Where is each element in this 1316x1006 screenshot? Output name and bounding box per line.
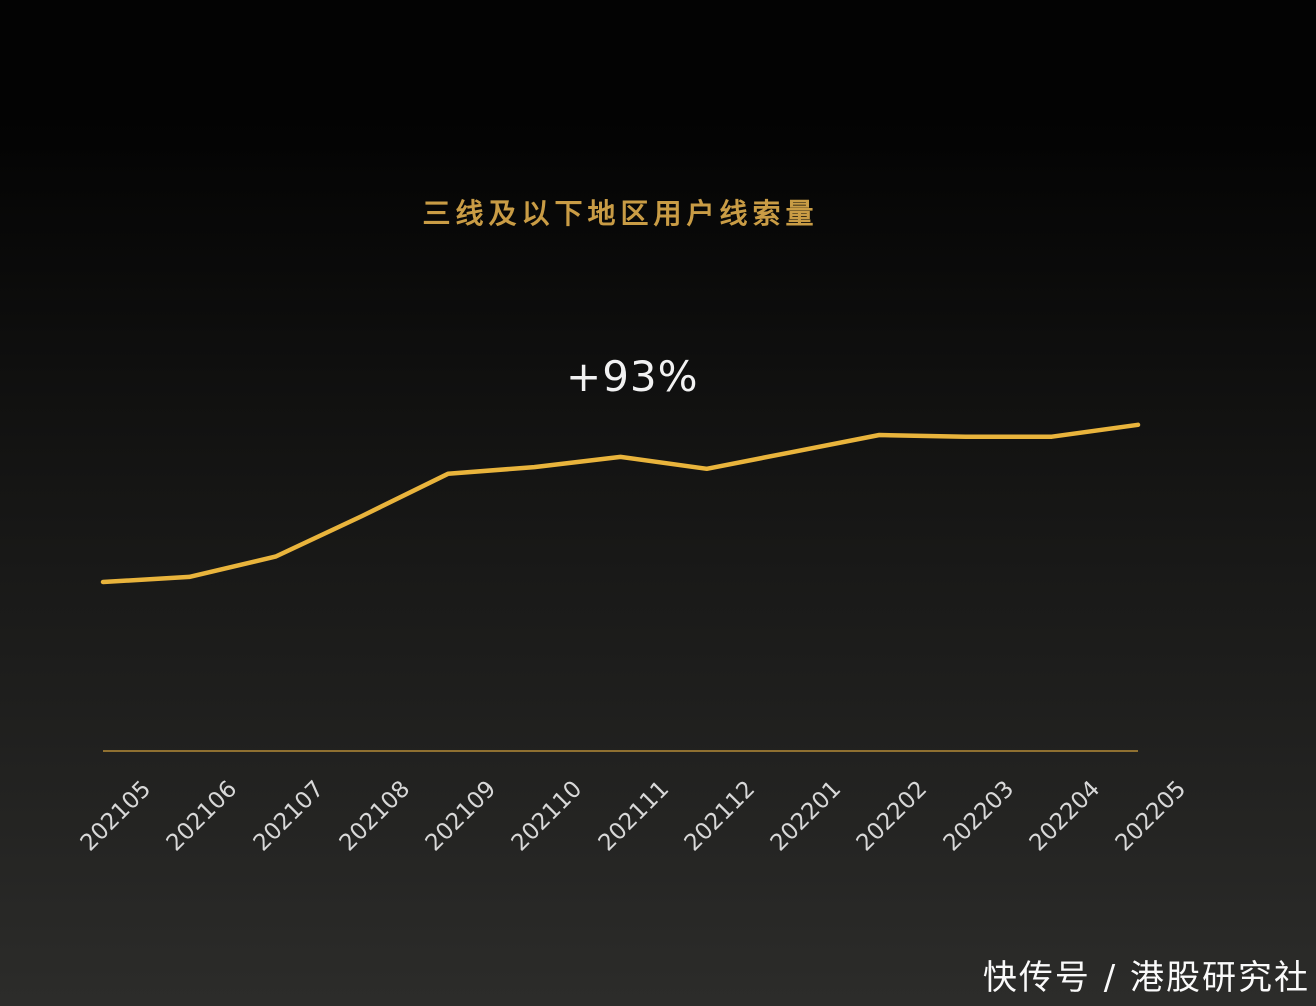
chart-title: 三线及以下地区用户线索量 [422,197,819,230]
trend-line [100,422,1141,585]
watermark: 快传号 / 港股研究社 [982,958,1310,998]
growth-annotation: +93% [566,352,699,401]
x-axis-line [103,750,1138,752]
